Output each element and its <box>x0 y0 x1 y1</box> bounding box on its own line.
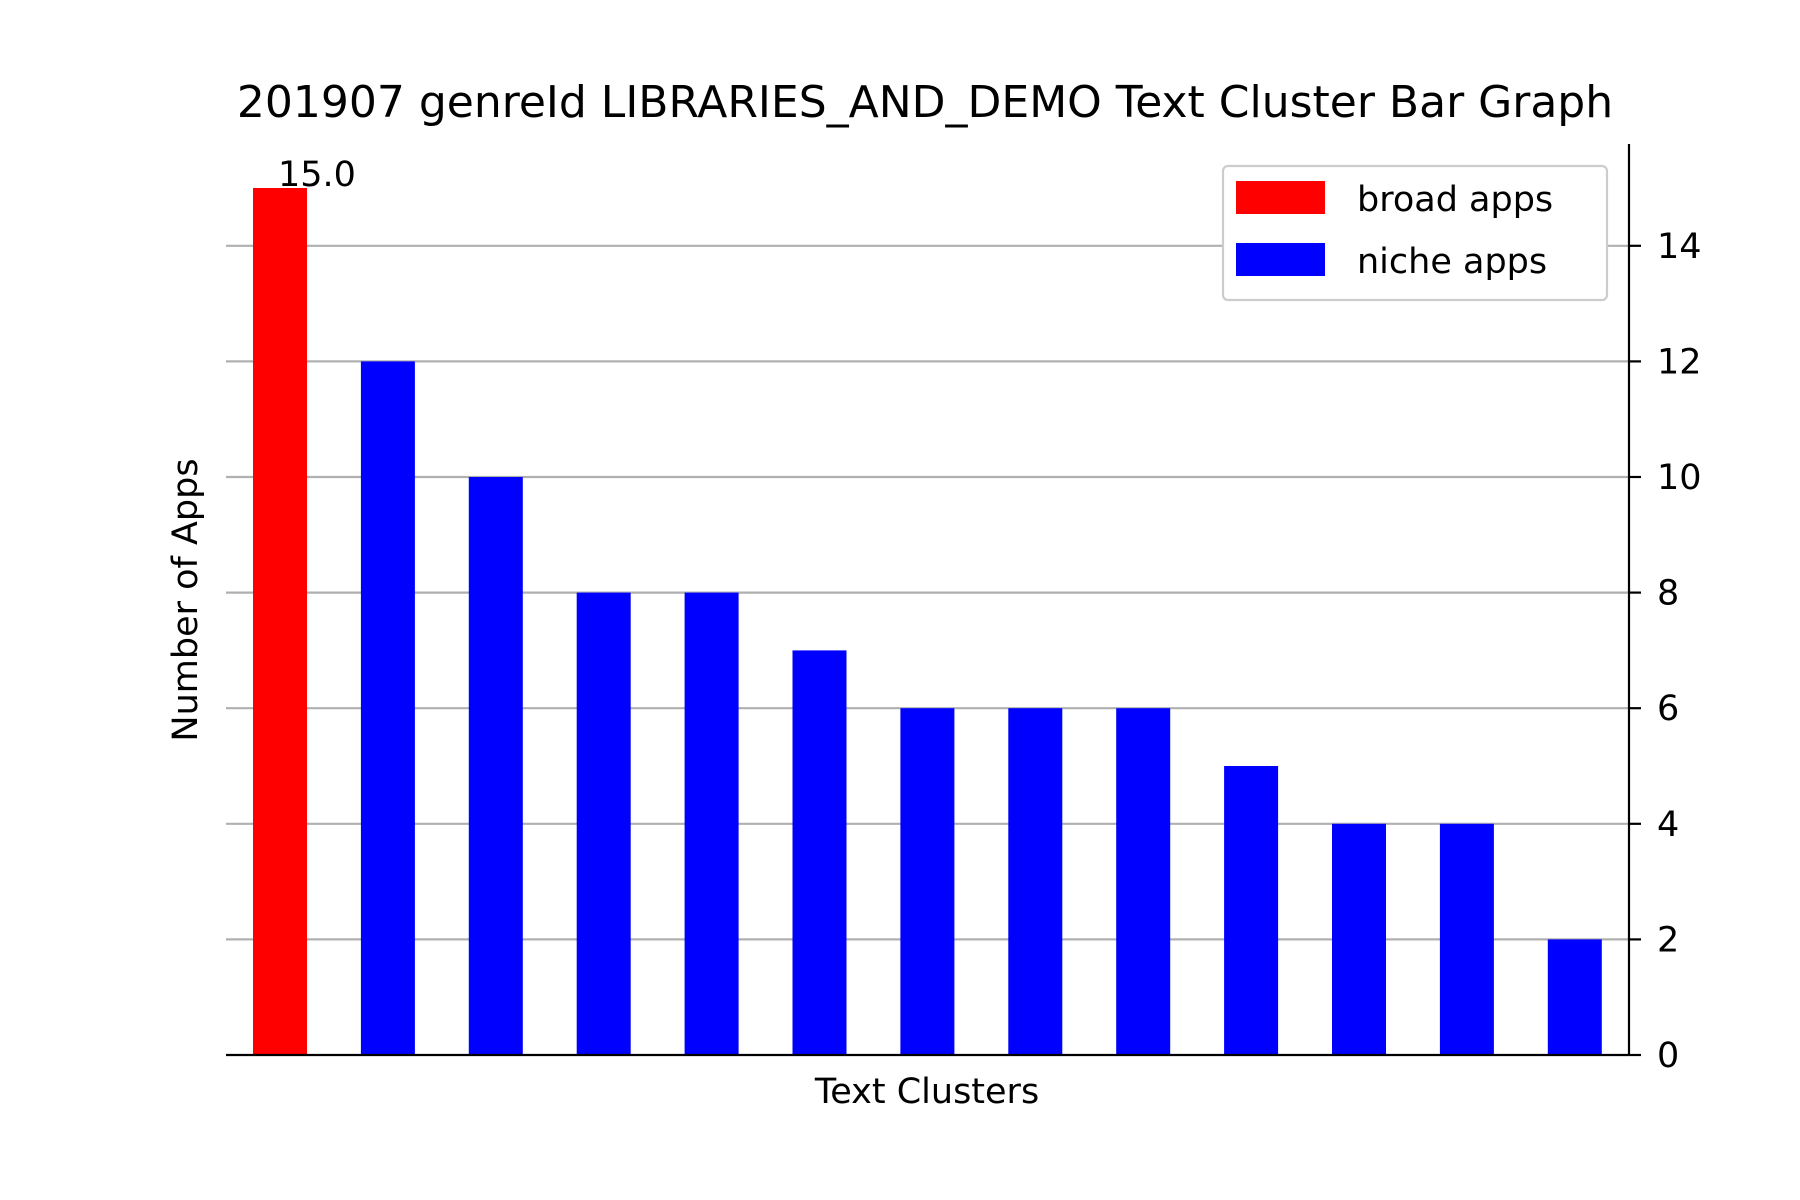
y-tick-label-14: 14 <box>1657 227 1702 267</box>
chart-title: 201907 genreId LIBRARIES_AND_DEMO Text C… <box>237 77 1613 128</box>
bar-niche-apps-12 <box>1547 939 1602 1055</box>
x-axis-label: Text Clusters <box>814 1072 1039 1112</box>
bar-niche-apps-7 <box>1008 708 1063 1055</box>
bar-niche-apps-1 <box>360 361 415 1055</box>
bar-niche-apps-2 <box>468 477 523 1055</box>
legend-label-broad-apps: broad apps <box>1357 180 1553 220</box>
bar-niche-apps-9 <box>1224 766 1279 1055</box>
bar-niche-apps-8 <box>1116 708 1171 1055</box>
bar-niche-apps-6 <box>900 708 955 1055</box>
y-tick-label-10: 10 <box>1657 458 1702 498</box>
bar-niche-apps-11 <box>1439 823 1494 1055</box>
bar-niche-apps-4 <box>684 592 739 1055</box>
legend-swatch-niche-apps <box>1236 243 1325 276</box>
bar-niche-apps-5 <box>792 650 847 1055</box>
bar-broad-apps-0 <box>253 188 307 1055</box>
y-tick-label-12: 12 <box>1657 342 1702 382</box>
bars <box>253 188 1602 1055</box>
y-tick-label-0: 0 <box>1657 1036 1679 1076</box>
bar-niche-apps-10 <box>1332 823 1386 1055</box>
data-label-bar-0: 15.0 <box>278 155 356 195</box>
bar-niche-apps-3 <box>576 592 631 1055</box>
y-axis-label: Number of Apps <box>166 458 206 741</box>
y-tick-label-4: 4 <box>1657 805 1679 845</box>
y-tick-label-2: 2 <box>1657 920 1679 960</box>
legend: broad apps niche apps <box>1221 164 1609 302</box>
legend-label-niche-apps: niche apps <box>1357 242 1547 282</box>
y-tick-label-8: 8 <box>1657 574 1679 614</box>
y-tick-label-6: 6 <box>1657 689 1679 729</box>
legend-swatch-broad-apps <box>1236 181 1325 214</box>
y-axis-ticks: 0 2 4 6 8 10 12 14 <box>1629 227 1702 1076</box>
